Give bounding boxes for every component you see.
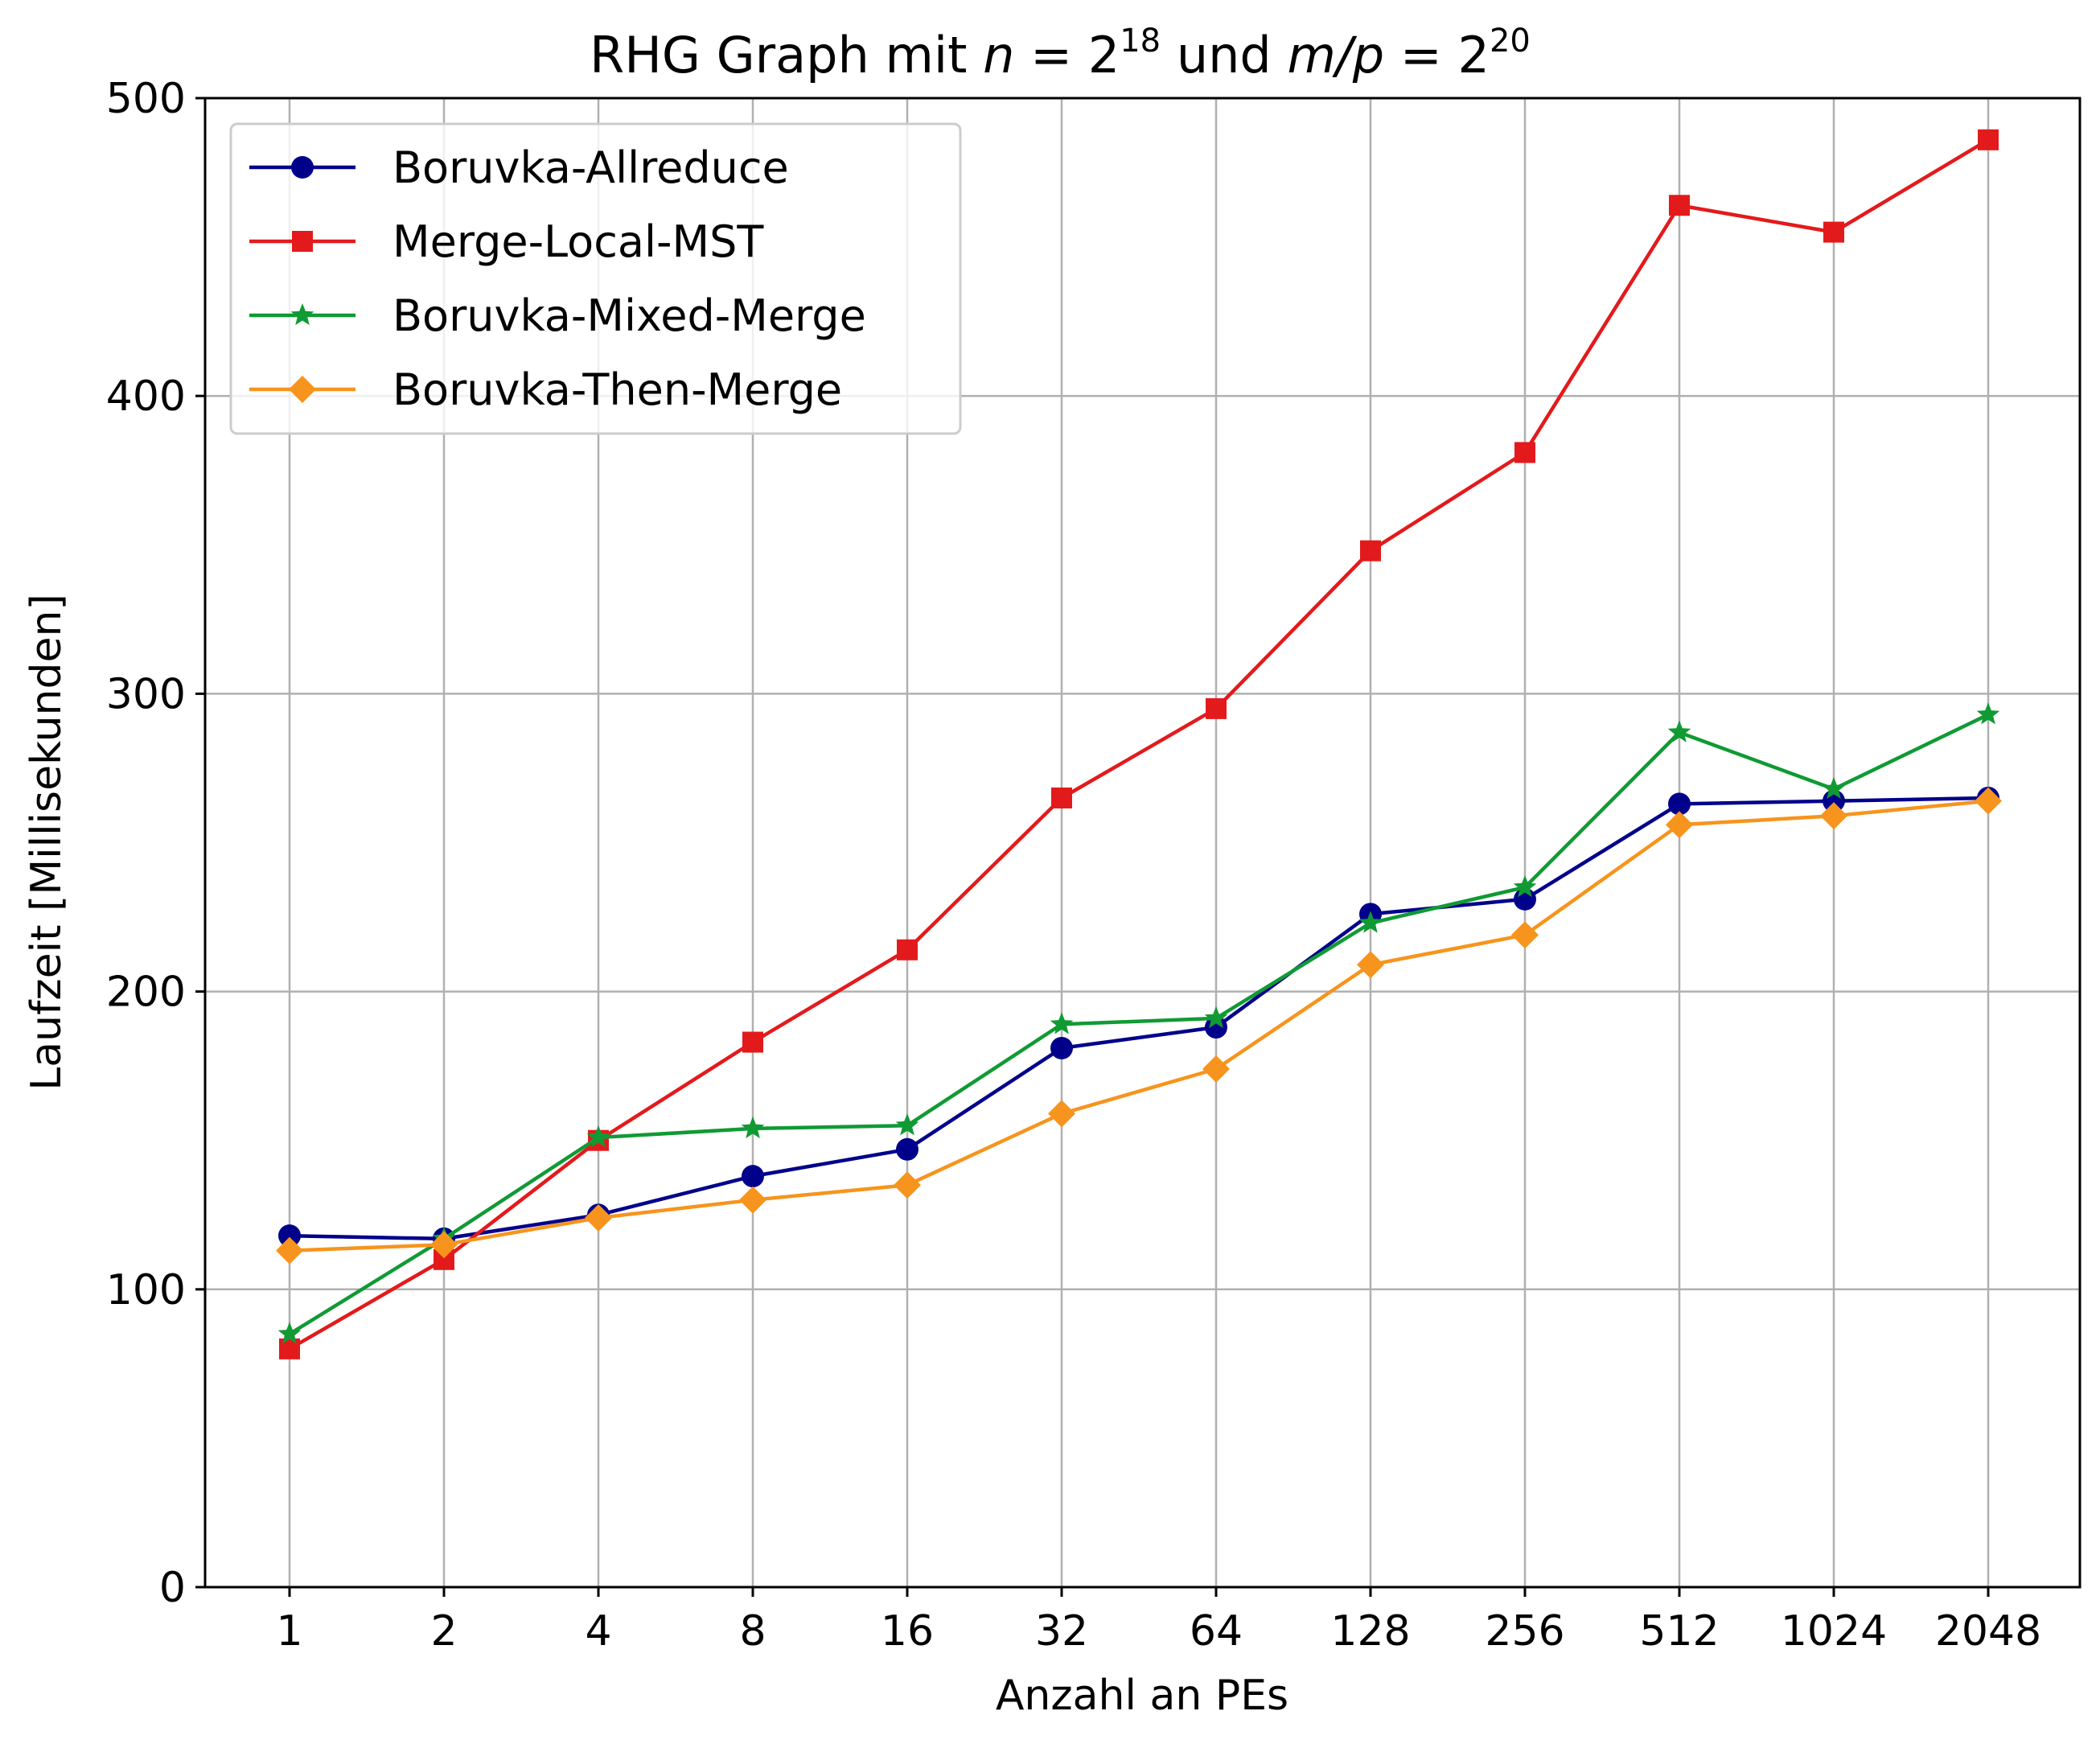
x-tick-label: 1 [276,1607,302,1656]
series-line [288,138,1990,1351]
series-boruvka-mixed-merge [277,702,2000,1344]
y-tick-label: 300 [106,670,186,718]
data-point-marker [277,1322,302,1344]
series-line [289,796,1989,1241]
legend: Boruvka-Allreduce Merge-Local-MST Boruvka-… [229,122,962,435]
data-point-marker [1051,787,1072,808]
data-point-marker [585,1203,612,1232]
data-point-marker [1513,875,1537,898]
axis-ticks: 1 2 4 8 16 32 64 128 256 512 1024 2048 0 100 200 300 400… [106,75,2041,1656]
data-point-marker [1820,802,1847,830]
legend-entry: Merge-Local-MST [249,216,764,267]
x-tick-label: 8 [739,1607,766,1656]
legend-label: Boruvka-Mixed-Merge [392,290,866,341]
data-point-marker [1360,540,1381,561]
legend-label: Merge-Local-MST [392,216,764,267]
data-point-marker [739,1186,766,1214]
data-point-marker [1511,921,1539,949]
legend-entry: Boruvka-Then-Merge [249,364,842,415]
data-point-marker [894,1171,921,1199]
x-tick-label: 2 [430,1607,457,1656]
y-axis-label: Laufzeit [Millisekunden] [23,594,71,1090]
data-point-marker [1048,1100,1075,1128]
legend-marker [290,303,314,326]
series-line [288,713,1989,1336]
series-boruvka-allreduce [278,786,1999,1250]
data-point-marker [741,1116,765,1138]
data-point-marker [742,1165,764,1188]
data-point-marker [1050,1036,1073,1059]
series-line [289,799,1989,1252]
y-tick-label: 500 [106,75,186,123]
data-point-marker [1975,787,2002,815]
data-point-marker [279,1338,300,1359]
y-tick-label: 100 [106,1266,186,1314]
series-boruvka-then-merge [276,787,2002,1265]
legend-entry: Boruvka-Allreduce [249,142,789,193]
legend-label: Boruvka-Then-Merge [392,364,842,415]
data-point-marker [1668,792,1691,816]
data-point-marker [1667,720,1691,742]
legend-marker [289,376,316,403]
x-axis-label: Anzahl an PEs [996,1672,1288,1720]
data-point-marker [742,1031,763,1053]
x-tick-label: 32 [1035,1607,1088,1656]
data-point-marker [1357,951,1384,979]
data-point-marker [1976,702,2000,725]
data-point-marker [1358,911,1383,933]
x-tick-label: 2048 [1935,1607,2041,1656]
y-tick-label: 200 [106,969,186,1017]
data-point-marker [895,1113,919,1136]
data-point-marker [1823,221,1844,243]
data-point-marker [1978,129,1999,150]
x-tick-label: 256 [1485,1607,1564,1656]
x-tick-label: 64 [1190,1607,1243,1656]
data-point-marker [1205,1016,1227,1039]
x-tick-label: 128 [1330,1607,1410,1656]
data-point-marker [1669,195,1690,216]
data-point-marker [586,1125,610,1148]
data-point-marker [896,1137,918,1161]
legend-marker [292,231,313,252]
x-tick-label: 512 [1639,1607,1719,1656]
series-merge-local-mst [279,129,1999,1359]
data-point-marker [1050,1012,1074,1034]
y-tick-label: 0 [159,1564,186,1612]
data-point-marker [897,939,918,960]
x-tick-label: 4 [585,1607,611,1656]
x-tick-label: 16 [881,1607,934,1656]
x-tick-label: 1024 [1781,1607,1887,1656]
data-point-marker [1206,697,1227,719]
data-point-marker [1514,442,1535,463]
data-point-marker [1202,1055,1230,1083]
data-point-marker [430,1231,458,1259]
data-point-marker [276,1236,303,1265]
data-point-marker [1666,811,1693,839]
legend-entry: Boruvka-Mixed-Merge [249,290,866,341]
y-tick-label: 400 [106,372,186,421]
data-point-marker [278,1224,301,1248]
data-point-marker [1822,776,1846,799]
legend-box [229,122,962,435]
plot-frame [203,97,2082,1589]
data-point-marker [1204,1006,1228,1029]
legend-marker [291,156,314,179]
legend-label: Boruvka-Allreduce [392,142,789,193]
chart-title: RHG Graph mit n = 218 und m/p = 220 [590,23,1531,84]
series-layer [276,129,2002,1359]
